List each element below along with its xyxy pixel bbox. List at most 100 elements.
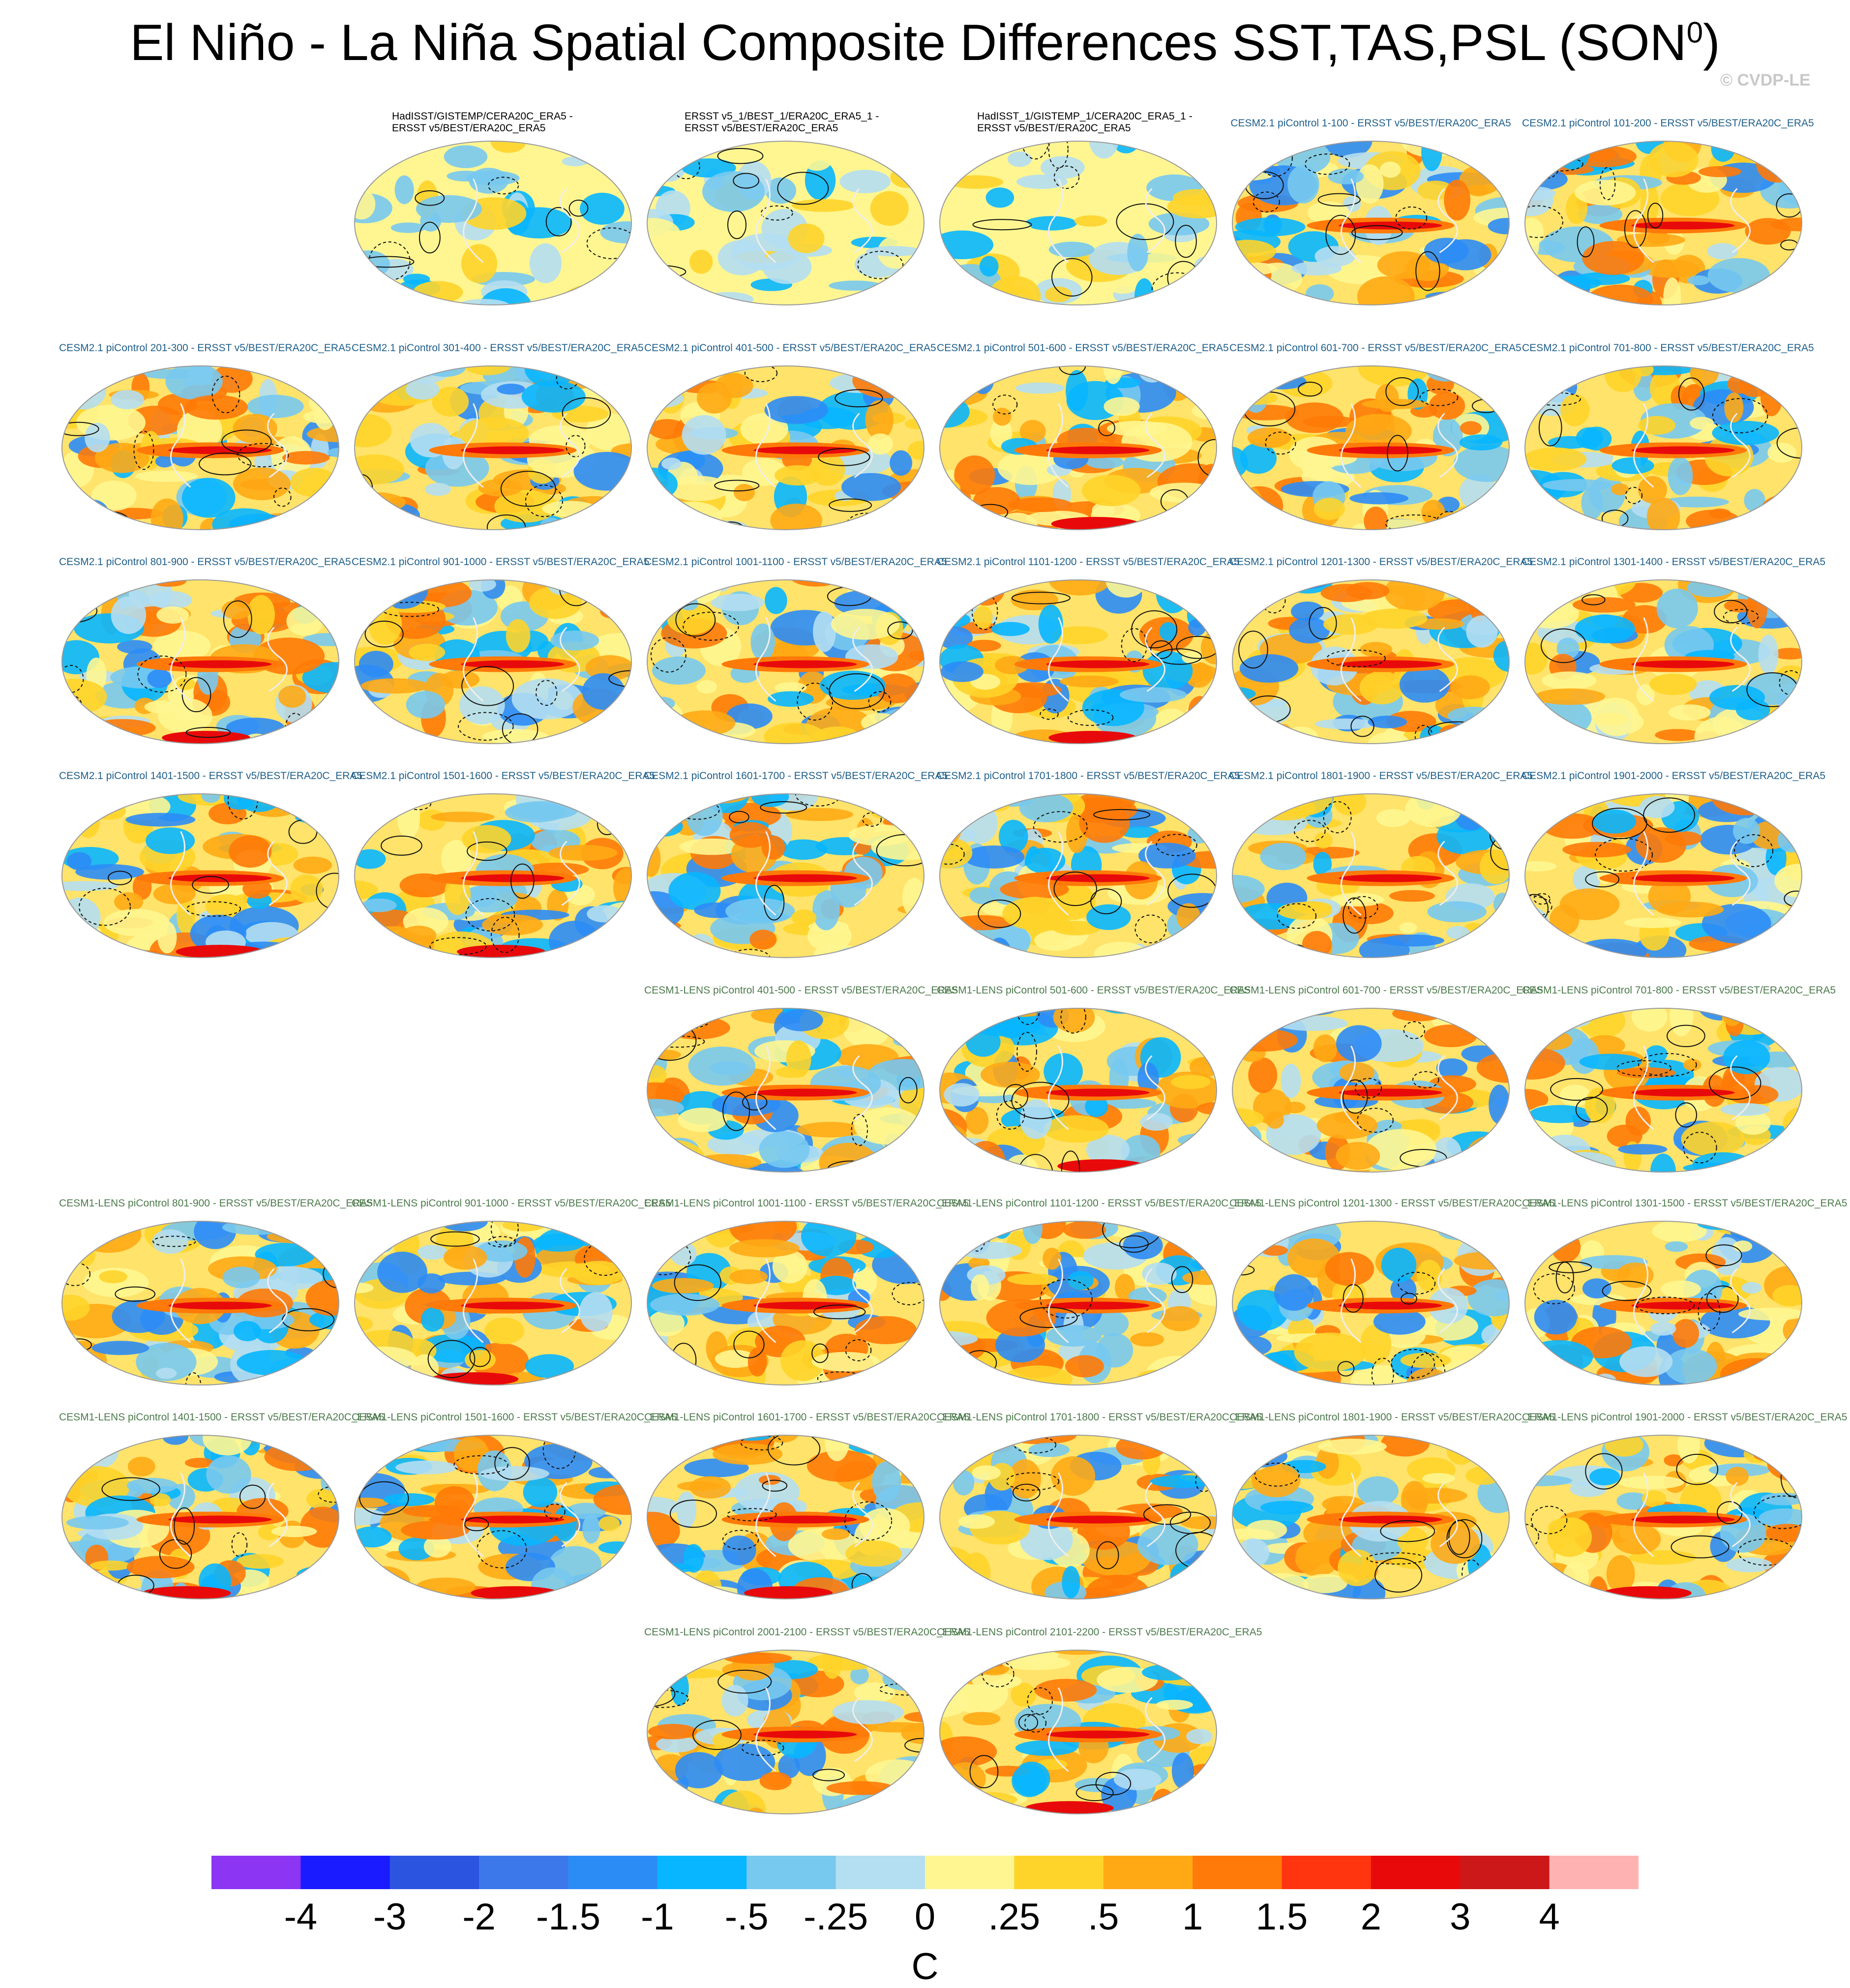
anomaly-patch xyxy=(585,413,631,451)
anomaly-patch xyxy=(812,890,840,931)
anomaly-patch xyxy=(761,835,785,860)
anomaly-patch xyxy=(1575,614,1636,643)
coastline xyxy=(1341,178,1458,263)
coastline xyxy=(1048,178,1165,263)
anomaly-patch xyxy=(1315,718,1377,729)
map-border xyxy=(1524,579,1802,744)
anomaly-patch xyxy=(1015,382,1065,394)
anomaly-patch xyxy=(676,580,696,597)
anomaly-patch xyxy=(476,1240,528,1262)
psl-contour-negative xyxy=(1048,141,1069,169)
anomaly-patch xyxy=(229,835,272,868)
anomaly-patch xyxy=(1001,1656,1071,1670)
anomaly-patch xyxy=(733,483,755,502)
anomaly-patch xyxy=(255,1242,316,1266)
psl-contour-positive xyxy=(969,1755,999,1788)
sst-anomaly-field xyxy=(355,794,631,958)
el-nino-warm-core xyxy=(753,1730,857,1739)
anomaly-patch xyxy=(1660,1280,1701,1298)
psl-contour-positive xyxy=(1232,940,1263,958)
anomaly-patch xyxy=(674,710,736,736)
anomaly-patch xyxy=(899,941,924,954)
psl-contour-negative xyxy=(1625,486,1643,504)
psl-contour-negative xyxy=(844,1501,893,1541)
anomaly-patch xyxy=(432,387,469,417)
anomaly-patch xyxy=(103,909,170,936)
panel-title: CESM2.1 piControl 1001-1100 - ERSST v5/B… xyxy=(644,556,947,568)
anomaly-patch xyxy=(156,606,189,624)
colorbar-swatch xyxy=(389,1856,479,1889)
anomaly-patch xyxy=(1698,166,1741,178)
anomaly-patch xyxy=(1323,141,1373,158)
anomaly-patch xyxy=(647,1511,680,1550)
anomaly-patch xyxy=(1011,1683,1036,1707)
anomaly-patch xyxy=(511,678,583,720)
anomaly-patch xyxy=(859,1584,902,1598)
psl-contour-positive xyxy=(829,498,872,512)
anomaly-patch xyxy=(1594,697,1640,736)
anomaly-patch xyxy=(749,930,777,950)
anomaly-patch xyxy=(995,1327,1045,1363)
anomaly-patch xyxy=(831,608,900,640)
anomaly-patch xyxy=(355,1316,373,1332)
anomaly-patch xyxy=(1466,615,1498,648)
psl-contour-negative xyxy=(1040,1279,1093,1319)
psl-contour-positive xyxy=(827,1160,878,1172)
global-map xyxy=(647,141,925,305)
anomaly-patch xyxy=(421,1307,445,1332)
sst-anomaly-field xyxy=(940,580,1217,744)
anomaly-patch xyxy=(1636,827,1687,863)
anomaly-patch xyxy=(1043,1247,1061,1270)
anomaly-patch xyxy=(1232,446,1248,479)
psl-contour-positive xyxy=(1577,226,1595,258)
anomaly-patch xyxy=(127,1456,155,1476)
anomaly-patch xyxy=(573,945,604,958)
anomaly-patch xyxy=(740,413,788,445)
anomaly-patch xyxy=(652,509,681,522)
anomaly-patch xyxy=(1542,479,1612,491)
sst-anomaly-field xyxy=(1232,794,1509,958)
anomaly-patch xyxy=(1772,1285,1802,1307)
panel-title: CESM2.1 piControl 601-700 - ERSST v5/BES… xyxy=(1229,342,1522,354)
anomaly-patch xyxy=(306,1489,337,1509)
colorbar-swatch xyxy=(300,1856,390,1889)
psl-contour-positive xyxy=(223,600,252,638)
global-map xyxy=(354,1435,632,1599)
coastline xyxy=(1633,1258,1751,1343)
anomaly-patch xyxy=(1429,392,1465,420)
coastline xyxy=(170,1258,288,1343)
anomaly-patch xyxy=(1010,497,1073,512)
psl-contour-negative xyxy=(857,250,904,279)
anomaly-patch xyxy=(1559,580,1595,588)
anomaly-patch xyxy=(696,680,717,694)
anomaly-patch xyxy=(962,803,998,844)
el-nino-warm-core xyxy=(1631,1088,1735,1097)
colorbar-swatch xyxy=(1103,1856,1193,1889)
anomaly-patch xyxy=(1431,1374,1469,1385)
psl-contour-positive xyxy=(239,1484,266,1509)
map-panel: CESM1-LENS piControl 1201-1300 - ERSST v… xyxy=(1229,1191,1554,1388)
anomaly-patch xyxy=(1060,675,1119,688)
global-map xyxy=(1232,141,1510,305)
psl-contour-negative xyxy=(940,366,968,398)
anomaly-patch xyxy=(882,1667,924,1691)
anomaly-patch xyxy=(447,170,486,182)
psl-contour-positive xyxy=(1098,420,1115,436)
anomaly-patch xyxy=(237,1554,284,1569)
anomaly-patch xyxy=(233,414,278,444)
psl-contour-negative xyxy=(683,611,739,641)
anomaly-patch xyxy=(1606,1555,1635,1594)
anomaly-patch xyxy=(425,482,451,496)
anomaly-patch xyxy=(940,1450,959,1473)
anomaly-patch xyxy=(904,1712,924,1722)
map-border xyxy=(354,579,632,744)
map-border xyxy=(1232,1435,1510,1599)
anomaly-patch xyxy=(1074,215,1107,227)
psl-contour-positive xyxy=(1585,871,1620,888)
anomaly-patch xyxy=(276,794,333,805)
panel-title: CESM1-LENS piControl 501-600 - ERSST v5/… xyxy=(937,985,1251,996)
anomaly-patch xyxy=(900,1652,920,1667)
anomaly-patch xyxy=(940,930,958,946)
anomaly-patch xyxy=(1194,256,1217,277)
anomaly-patch xyxy=(1414,618,1464,630)
